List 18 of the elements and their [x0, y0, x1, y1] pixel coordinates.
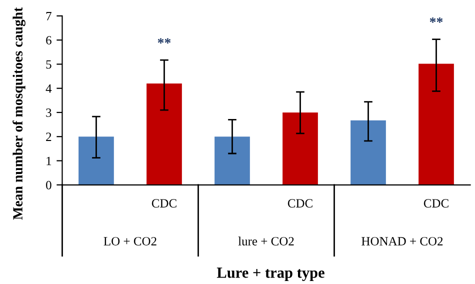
y-tick-label: 1	[46, 156, 52, 166]
x-tick-label: CDC	[424, 199, 448, 208]
annotation: **	[158, 38, 171, 44]
x-tick-label: CDC	[152, 199, 176, 208]
y-tick-label: 4	[46, 84, 52, 93]
x-axis-title: Lure + trap type	[216, 268, 324, 281]
y-tick-label: 6	[46, 36, 52, 45]
annotation: **	[430, 17, 443, 23]
y-axis-title: Mean number of mosquitoes caught	[12, 7, 26, 220]
text: lure + CO2	[238, 236, 294, 246]
x-tick-label: CDC	[288, 199, 312, 208]
y-tick-label: 0	[46, 180, 52, 190]
y-tick-label: 3	[46, 108, 52, 117]
text: HONAD + CO2	[362, 237, 443, 246]
y-tick-label: 5	[46, 60, 52, 69]
text: LO + CO2	[104, 237, 156, 246]
y-tick-label: 2	[46, 132, 52, 141]
y-tick-label: 7	[46, 12, 52, 20]
